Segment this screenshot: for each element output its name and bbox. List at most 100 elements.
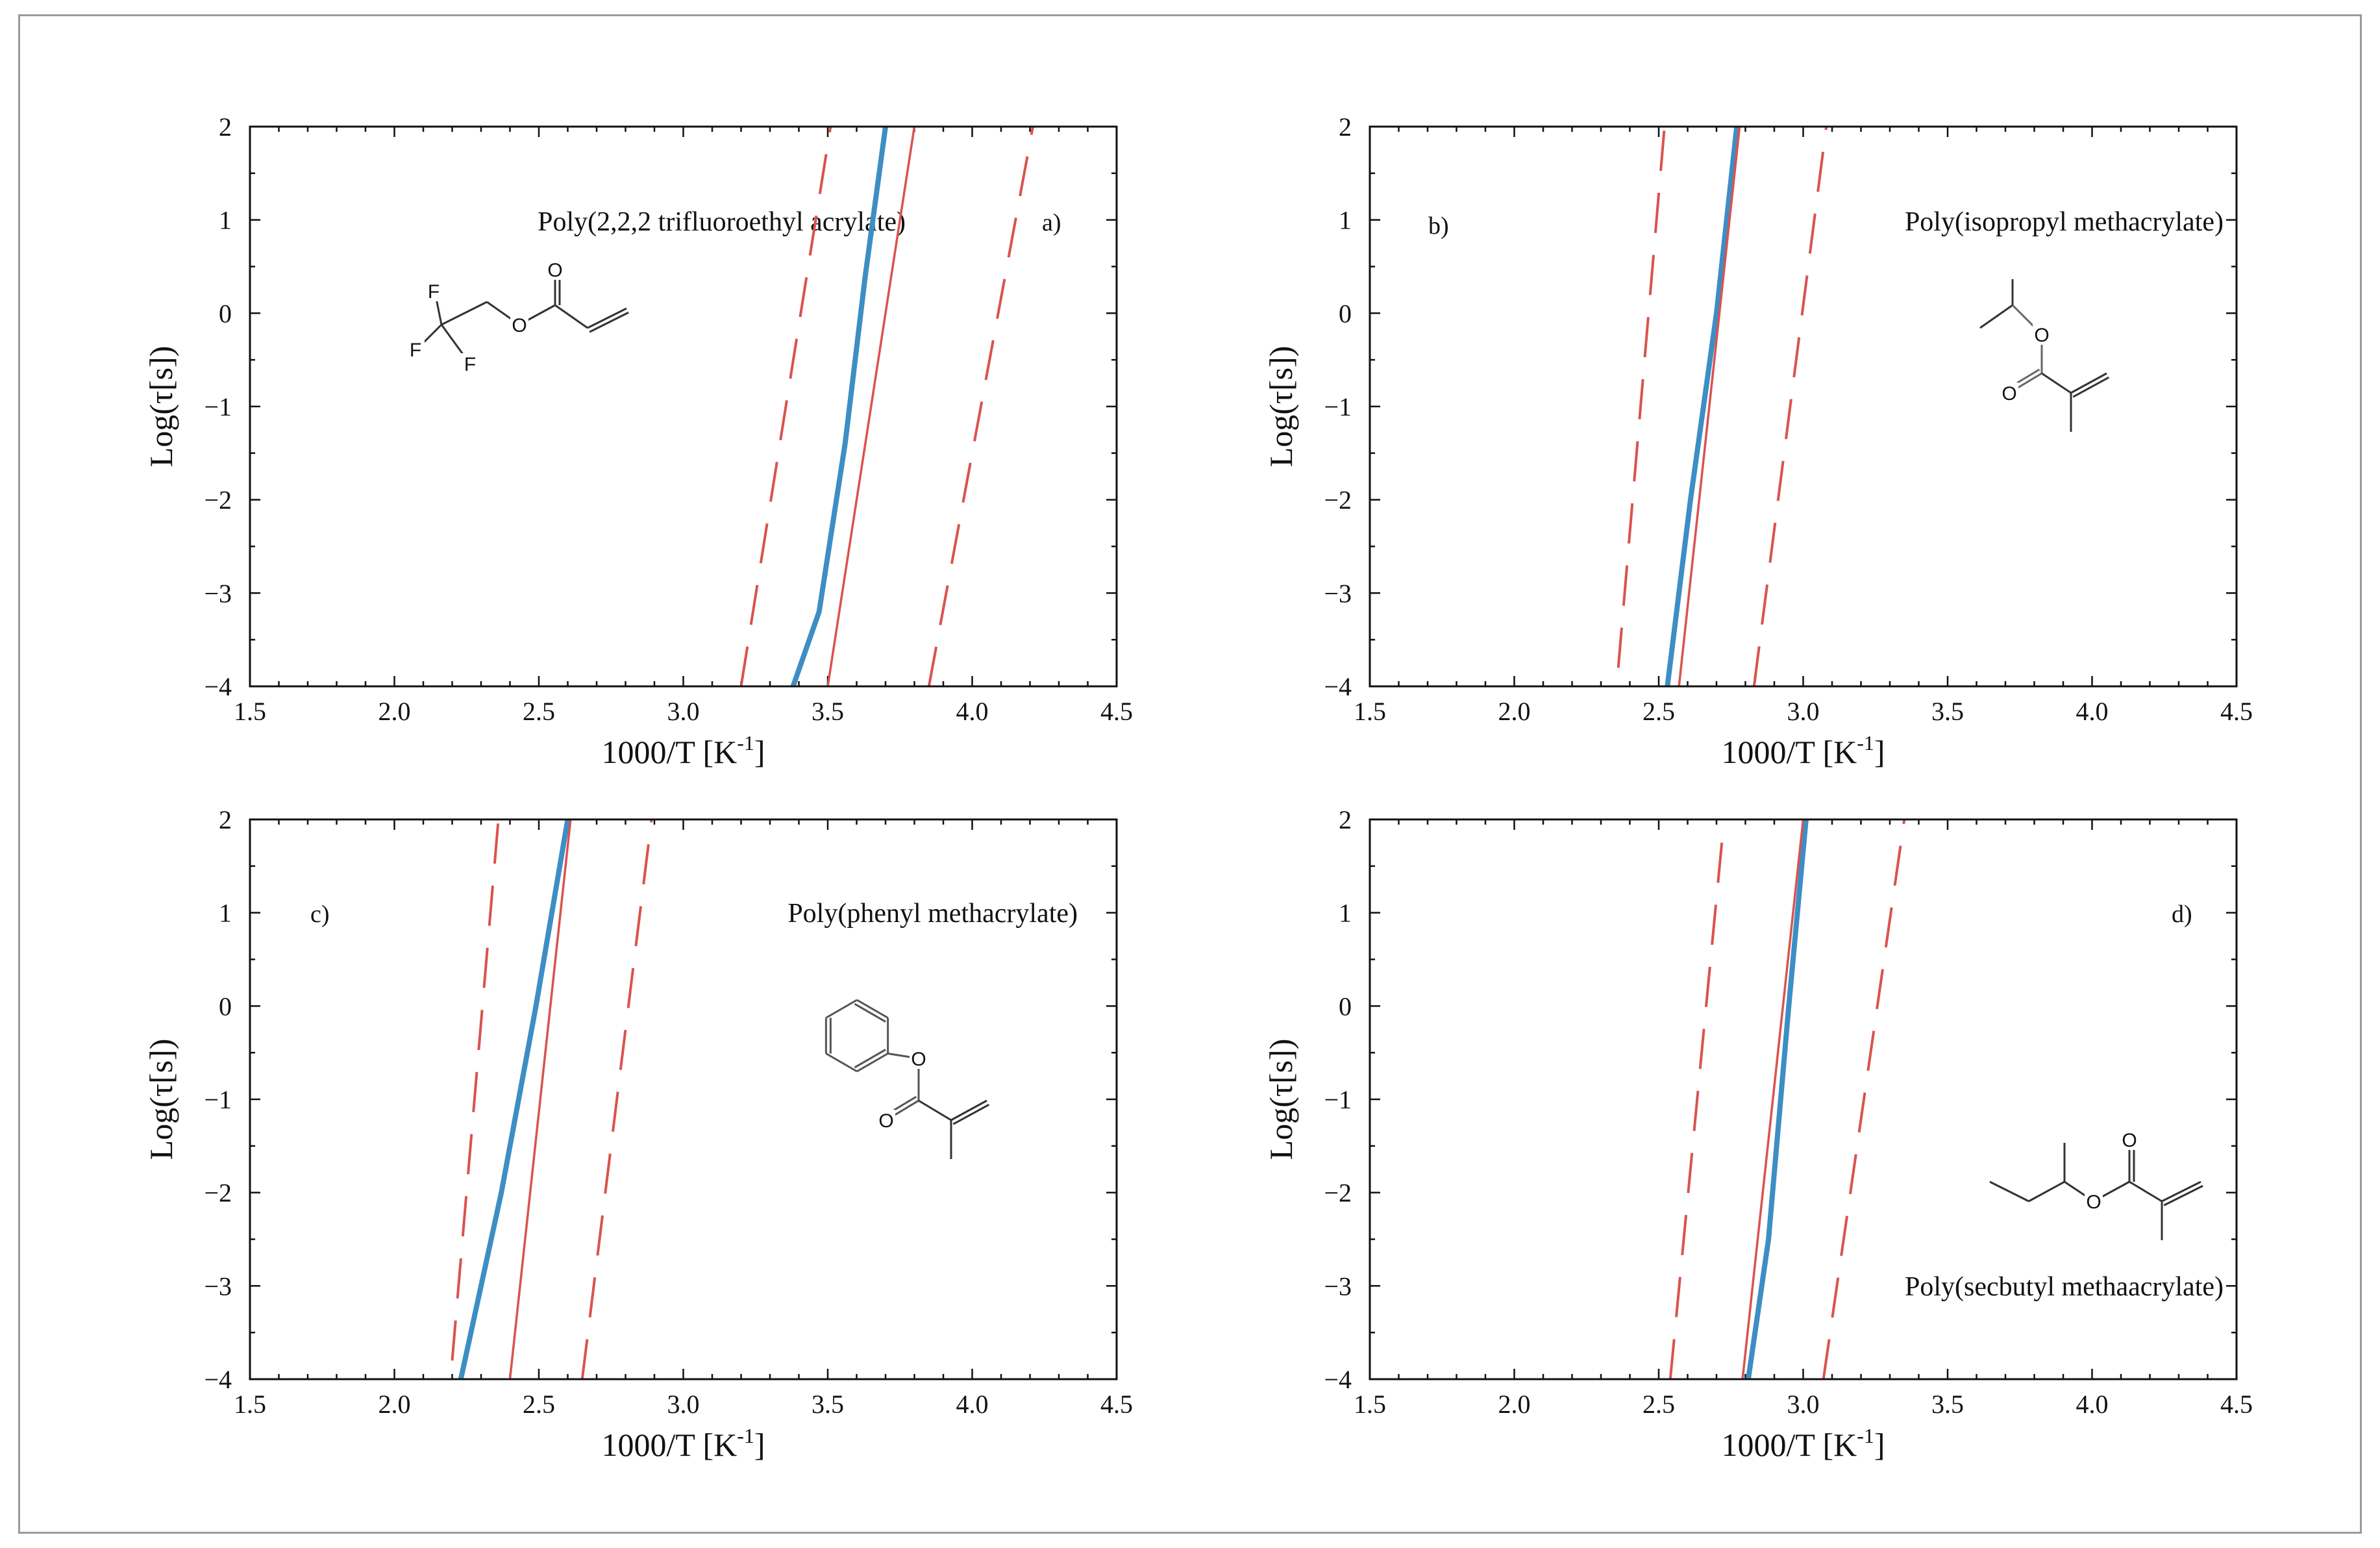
y-tick-label: −2: [204, 486, 232, 515]
x-tick-label: 3.0: [1787, 697, 1820, 726]
chart-panel-2: 1.5 2.0 2.5 3.0 3.5 4.0 4.5 −4 −3 −2 −1 0 1 2 1000/T […: [1263, 112, 2253, 770]
y-tick-label: −4: [204, 672, 232, 701]
y-tick-label: −4: [1324, 1365, 1352, 1394]
x-tick-label: 3.5: [812, 1390, 844, 1419]
molecule-atom-bg: [546, 259, 564, 280]
y-axis-label: Log(τ[s]): [1263, 346, 1299, 468]
molecule-atom-bg: [406, 339, 425, 360]
series-line-red-dash-left: [451, 819, 500, 1361]
x-tick-label: 4.0: [2076, 697, 2109, 726]
molecule-bond: [2072, 376, 2110, 398]
molecule-bond: [854, 1049, 886, 1069]
molecule-atom-bg: [2120, 1129, 2138, 1150]
molecule-bond: [918, 1099, 952, 1121]
molecule-bond: [441, 301, 488, 326]
x-tick-label: 3.0: [667, 697, 700, 726]
molecule-bond: [2163, 1184, 2203, 1206]
molecule-bond: [856, 1053, 889, 1073]
x-tick-label: 3.5: [1931, 697, 1964, 726]
y-tick-label: 1: [219, 899, 232, 928]
axes-frame: [249, 818, 1118, 1380]
x-tick-label: 2.0: [378, 697, 411, 726]
molecule-atom-label: O: [512, 315, 527, 336]
y-axis-label: Log(τ[s]): [143, 1039, 179, 1160]
y-tick-label: 0: [1339, 299, 1352, 328]
y-tick-label: −1: [1324, 392, 1352, 421]
x-axis-label-superscript: -1: [737, 1424, 754, 1447]
series-line-red-dash-right: [580, 819, 653, 1380]
molecule-atom-label: F: [464, 354, 476, 375]
x-axis-label-end: ]: [1874, 734, 1885, 770]
molecule-atom-label: O: [2002, 383, 2016, 405]
x-tick-label: 2.5: [1642, 1390, 1675, 1419]
y-tick-label: 0: [1339, 992, 1352, 1021]
y-tick-label: 2: [219, 805, 232, 834]
x-tick-label: 2.5: [523, 1390, 555, 1419]
molecule-bond: [587, 307, 627, 329]
x-tick-label: 3.5: [1931, 1390, 1964, 1419]
x-tick-label: 2.0: [378, 1390, 411, 1419]
series-line-blue: [1745, 819, 1809, 1380]
molecule-structure: F F F O O: [406, 259, 629, 375]
y-tick-label: −2: [204, 1179, 232, 1208]
plot-area: [451, 819, 653, 1380]
molecule-atom-bg: [2085, 1191, 2103, 1212]
plot-area: [1617, 126, 1828, 687]
molecule-bond: [1989, 1180, 2029, 1203]
molecule-bond: [2161, 1180, 2201, 1203]
molecule-bond: [2028, 1180, 2065, 1203]
y-tick-label: 1: [1339, 899, 1352, 928]
chart-panel-4: 1.5 2.0 2.5 3.0 3.5 4.0 4.5 −4 −3 −2 −1 0 1 2 1000/T […: [1263, 805, 2253, 1463]
x-tick-label: 4.5: [1100, 1390, 1133, 1419]
y-axis-label: Log(τ[s]): [143, 346, 179, 468]
series-line-red-solid: [1741, 819, 1805, 1380]
figure-frame: [18, 14, 2362, 1534]
series-line-blue: [1665, 126, 1740, 687]
molecule-structure: OO: [1989, 1129, 2203, 1240]
molecule-atom-bg: [910, 1048, 928, 1069]
x-axis-label-superscript: -1: [1857, 1424, 1874, 1447]
x-axis-label: 1000/T [K-1]: [1721, 731, 1885, 770]
x-tick-label: 2.0: [1498, 1390, 1531, 1419]
y-tick-label: −2: [1324, 1179, 1352, 1208]
molecule-bond: [2070, 372, 2107, 394]
x-axis-label-main: 1000/T [K: [1721, 1427, 1857, 1463]
molecule-atom-bg: [425, 281, 443, 301]
molecule-bond: [950, 1099, 987, 1121]
x-tick-label: 3.0: [1787, 1390, 1820, 1419]
x-tick-label: 4.5: [2220, 1390, 2253, 1419]
molecule-atom-bg: [510, 314, 528, 335]
panel-label: b): [1428, 212, 1449, 240]
x-axis-label-superscript: -1: [1857, 731, 1874, 755]
y-tick-label: 1: [1339, 206, 1352, 235]
molecule-bond: [2041, 372, 2072, 394]
y-tick-label: −1: [1324, 1085, 1352, 1114]
series-line-red-dash-left: [1668, 838, 1724, 1380]
axes-frame: [249, 125, 1118, 688]
panel-title: Poly(isopropyl methacrylate): [1905, 207, 2224, 237]
molecule-atom-label: F: [410, 340, 421, 361]
molecule-bond: [856, 999, 889, 1019]
molecule-bond: [1979, 304, 2013, 329]
x-tick-label: 4.0: [956, 1390, 989, 1419]
x-tick-label: 4.0: [956, 697, 989, 726]
x-tick-label: 1.5: [234, 1390, 266, 1419]
molecule-structure: OO: [1979, 279, 2110, 432]
series-line-red-solid: [1678, 126, 1741, 687]
chart-panel-1: 1.5 2.0 2.5 3.0 3.5 4.0 4.5 −4 −3 −2 −1 0 1 2 1000/T […: [143, 112, 1133, 770]
molecule-bond: [825, 999, 858, 1019]
panel-label: d): [2172, 901, 2192, 928]
y-tick-label: −3: [1324, 579, 1352, 608]
molecule-atom-bg: [2000, 382, 2018, 403]
x-tick-label: 2.5: [523, 697, 555, 726]
series-line-red-dash-right: [927, 126, 1034, 687]
molecule-structure: OO: [824, 999, 990, 1159]
x-tick-label: 3.0: [667, 1390, 700, 1419]
series-line-blue: [790, 126, 888, 688]
y-tick-label: 0: [219, 299, 232, 328]
molecule-atom-label: O: [911, 1049, 926, 1070]
y-tick-label: 0: [219, 992, 232, 1021]
molecule-bond: [854, 1003, 886, 1023]
molecule-atom-label: O: [878, 1110, 893, 1132]
panel-title: Poly(phenyl methacrylate): [787, 899, 1078, 929]
